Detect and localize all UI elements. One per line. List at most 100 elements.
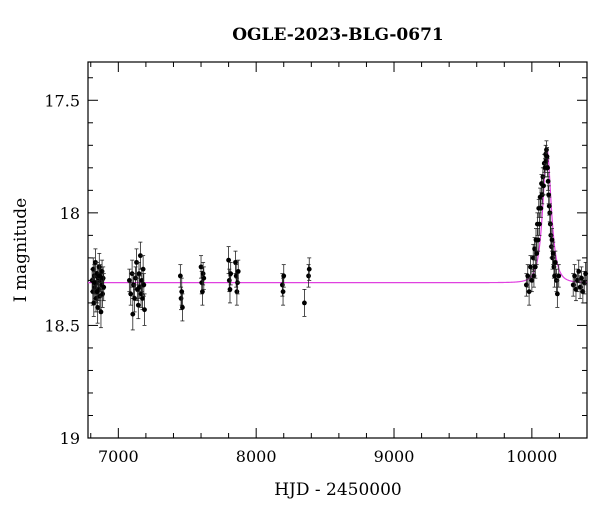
point-marker — [137, 253, 143, 259]
data-point — [134, 248, 139, 277]
point-marker — [549, 237, 555, 243]
point-marker — [535, 237, 541, 243]
point-marker — [544, 154, 550, 159]
data-point — [534, 241, 540, 266]
data-point — [137, 241, 143, 270]
data-points — [89, 140, 589, 331]
y-tick-label: 18 — [60, 204, 80, 223]
data-point — [545, 171, 551, 191]
data-point — [556, 264, 562, 288]
point-marker — [552, 273, 558, 279]
y-axis-ticks: 17.5 18 18.5 19 — [44, 77, 587, 448]
point-marker — [90, 266, 96, 272]
point-marker — [550, 250, 556, 256]
x-tick-label: 7000 — [98, 447, 139, 466]
y-tick-label: 17.5 — [44, 91, 80, 110]
point-marker — [579, 275, 584, 281]
point-marker — [534, 250, 540, 256]
data-point — [545, 158, 550, 178]
point-marker — [200, 271, 206, 277]
point-marker — [141, 282, 147, 288]
point-marker — [134, 259, 139, 265]
point-marker — [95, 305, 101, 310]
point-marker — [227, 287, 233, 292]
point-marker — [529, 277, 535, 283]
data-point — [94, 279, 100, 304]
data-point — [554, 279, 560, 308]
point-marker — [525, 273, 531, 279]
data-point — [549, 228, 555, 252]
point-marker — [135, 302, 141, 308]
point-marker — [142, 307, 147, 313]
point-marker — [101, 284, 107, 290]
data-point — [142, 293, 147, 326]
data-point — [97, 264, 103, 288]
data-point — [179, 277, 185, 306]
point-marker — [546, 203, 552, 209]
point-marker — [280, 289, 286, 295]
point-marker — [545, 165, 550, 171]
data-point — [544, 147, 550, 166]
data-point — [529, 268, 535, 293]
data-point — [101, 273, 107, 302]
point-marker — [544, 147, 549, 153]
data-point — [579, 266, 584, 290]
point-marker — [136, 271, 142, 277]
model-line — [88, 148, 588, 284]
point-marker — [180, 305, 185, 310]
plot-frame — [87, 61, 588, 439]
data-point — [583, 261, 589, 286]
point-marker — [228, 271, 234, 277]
data-point — [576, 259, 582, 284]
point-marker — [100, 275, 106, 281]
point-marker — [96, 264, 102, 270]
x-axis-label: HJD - 2450000 — [274, 480, 402, 500]
point-marker — [554, 291, 560, 297]
data-point — [535, 228, 541, 252]
point-marker — [179, 289, 185, 295]
point-marker — [234, 289, 240, 295]
point-marker — [552, 259, 558, 265]
y-tick-label: 19 — [60, 429, 80, 448]
data-point — [572, 264, 577, 288]
data-point — [136, 261, 142, 286]
point-marker — [128, 291, 134, 297]
data-point — [302, 289, 307, 317]
model-curve — [88, 148, 588, 284]
point-marker — [226, 257, 232, 263]
point-marker — [177, 273, 183, 279]
data-point — [233, 250, 238, 275]
data-point — [281, 264, 287, 288]
point-marker — [91, 300, 97, 306]
point-marker — [140, 296, 145, 301]
point-marker — [130, 311, 136, 317]
data-point — [228, 261, 234, 286]
point-marker — [200, 289, 205, 295]
point-marker — [538, 205, 544, 211]
point-marker — [140, 266, 146, 272]
point-marker — [99, 268, 105, 274]
point-marker — [576, 268, 582, 274]
point-marker — [201, 275, 207, 281]
data-point — [141, 273, 147, 297]
point-marker — [100, 291, 106, 297]
point-marker — [541, 183, 546, 189]
point-marker — [97, 273, 103, 279]
point-marker — [302, 300, 307, 306]
x-axis-ticks: 7000 8000 9000 10000 — [90, 62, 588, 466]
y-tick-label: 18.5 — [44, 316, 80, 335]
point-marker — [528, 264, 533, 270]
point-marker — [306, 266, 312, 272]
x-tick-label: 10000 — [506, 447, 557, 466]
data-point — [180, 293, 185, 322]
data-point — [552, 250, 558, 275]
y-axis-label: I magnitude — [11, 198, 31, 302]
data-point — [200, 261, 206, 286]
x-tick-label: 9000 — [374, 447, 415, 466]
point-marker — [546, 192, 552, 198]
point-marker — [94, 289, 100, 295]
point-marker — [583, 271, 589, 277]
data-point — [91, 270, 97, 295]
point-marker — [98, 309, 104, 315]
